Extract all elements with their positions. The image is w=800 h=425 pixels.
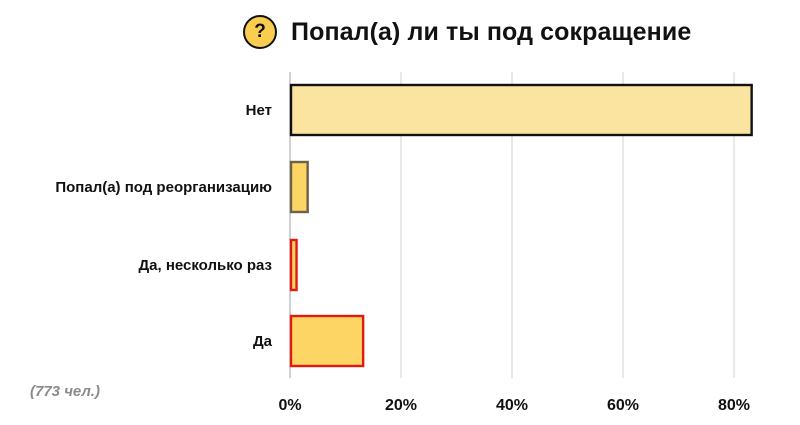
bar-2 <box>289 160 309 214</box>
respondent-count: (773 чел.) <box>30 383 100 400</box>
category-label-2: Попал(а) под реорганизацию <box>55 179 272 196</box>
x-tick-label-40: 40% <box>496 397 528 414</box>
category-label-1: Нет <box>246 102 272 119</box>
x-tick-label-20: 20% <box>385 397 417 414</box>
chart-header: ? Попал(а) ли ты под сокращение <box>243 15 691 49</box>
bar-3 <box>289 238 298 292</box>
bar-1 <box>289 83 753 137</box>
category-label-4: Да <box>253 333 273 350</box>
x-tick-label-80: 80% <box>718 397 750 414</box>
bar-4 <box>289 314 365 368</box>
x-tick-label-0: 0% <box>278 397 301 414</box>
x-tick-label-60: 60% <box>607 397 639 414</box>
category-label-3: Да, несколько раз <box>138 257 272 274</box>
chart-title: Попал(а) ли ты под сокращение <box>291 17 692 46</box>
question-icon: ? <box>243 15 277 49</box>
